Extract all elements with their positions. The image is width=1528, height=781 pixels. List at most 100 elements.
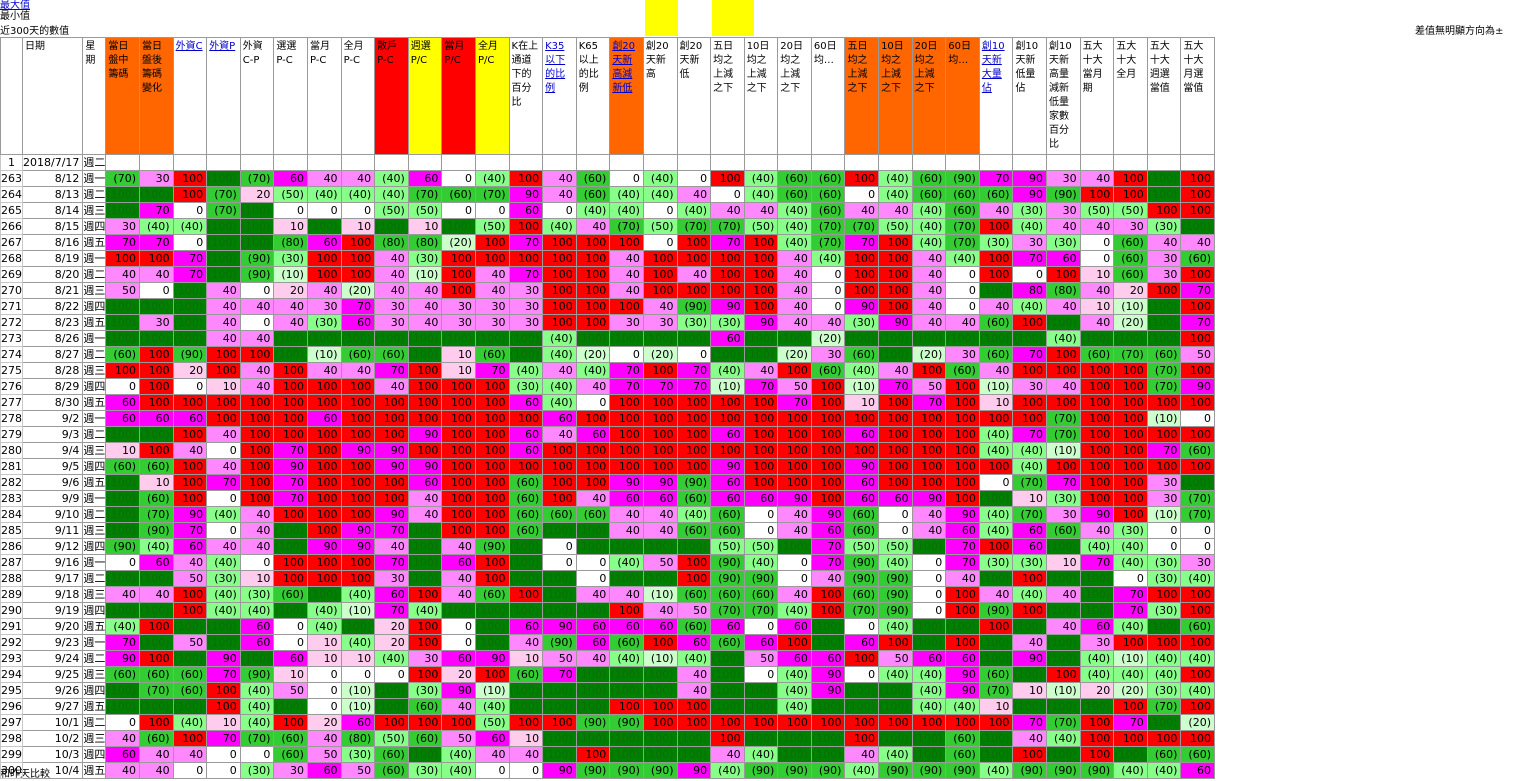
value-cell[interactable]: 70: [1012, 250, 1048, 267]
row-number[interactable]: 270: [0, 282, 23, 299]
value-cell[interactable]: (70): [139, 682, 174, 699]
value-cell[interactable]: 70: [508, 234, 544, 251]
row-number[interactable]: 299: [0, 746, 23, 763]
value-cell[interactable]: 40: [340, 170, 376, 187]
value-cell[interactable]: 100: [878, 250, 913, 267]
value-cell[interactable]: (90): [1046, 186, 1081, 203]
value-cell[interactable]: 0: [1079, 234, 1115, 251]
value-cell[interactable]: 40: [642, 602, 678, 619]
value-cell[interactable]: (70): [206, 186, 241, 203]
value-cell[interactable]: 30: [945, 346, 980, 363]
value-cell[interactable]: (100): [105, 298, 140, 315]
value-cell[interactable]: (100): [542, 522, 577, 539]
value-cell[interactable]: 100: [340, 426, 376, 443]
value-cell[interactable]: 100: [1180, 698, 1215, 715]
date-cell[interactable]: 9/25: [21, 666, 84, 683]
value-cell[interactable]: 40: [609, 522, 644, 539]
value-cell[interactable]: (100): [273, 602, 308, 619]
value-cell[interactable]: (40): [239, 682, 275, 699]
value-cell[interactable]: 100: [1180, 330, 1215, 347]
value-cell[interactable]: (50): [273, 186, 308, 203]
value-cell[interactable]: (40): [374, 186, 409, 203]
value-cell[interactable]: [810, 154, 846, 171]
date-cell[interactable]: 8/28: [21, 362, 84, 379]
value-cell[interactable]: (100): [1012, 698, 1048, 715]
value-cell[interactable]: (100): [508, 330, 544, 347]
value-cell[interactable]: 100: [542, 714, 577, 731]
value-cell[interactable]: 90: [441, 682, 476, 699]
value-cell[interactable]: 10: [844, 394, 880, 411]
value-cell[interactable]: 100: [1146, 394, 1182, 411]
value-cell[interactable]: 40: [542, 426, 577, 443]
value-cell[interactable]: 100: [810, 426, 846, 443]
value-cell[interactable]: 90: [1012, 170, 1048, 187]
date-cell[interactable]: 9/27: [21, 698, 84, 715]
value-cell[interactable]: 100: [1012, 314, 1048, 331]
value-cell[interactable]: 0: [575, 394, 611, 411]
value-cell[interactable]: 70: [710, 234, 745, 251]
value-cell[interactable]: 40: [743, 202, 779, 219]
value-cell[interactable]: 60: [575, 426, 611, 443]
value-cell[interactable]: (60): [474, 586, 510, 603]
value-cell[interactable]: 100: [1079, 714, 1115, 731]
value-cell[interactable]: 0: [1180, 538, 1215, 555]
row-number[interactable]: 272: [0, 314, 23, 331]
value-cell[interactable]: (50): [878, 218, 913, 235]
value-cell[interactable]: 100: [273, 394, 308, 411]
value-cell[interactable]: 70: [374, 522, 409, 539]
value-cell[interactable]: (100): [139, 698, 174, 715]
date-cell[interactable]: 9/4: [21, 442, 84, 459]
value-cell[interactable]: (100): [743, 682, 779, 699]
value-cell[interactable]: [878, 154, 913, 171]
value-cell[interactable]: (40): [743, 746, 779, 763]
value-cell[interactable]: 50: [306, 746, 342, 763]
value-cell[interactable]: 100: [1079, 474, 1115, 491]
value-cell[interactable]: 100: [441, 490, 476, 507]
value-cell[interactable]: 100: [441, 266, 476, 283]
value-cell[interactable]: (70): [743, 602, 779, 619]
value-cell[interactable]: 0: [878, 522, 913, 539]
value-cell[interactable]: 70: [1113, 714, 1148, 731]
value-cell[interactable]: 100: [878, 634, 913, 651]
value-cell[interactable]: (100): [542, 586, 577, 603]
value-cell[interactable]: (100): [810, 618, 846, 635]
value-cell[interactable]: 60: [105, 746, 140, 763]
value-cell[interactable]: (100): [777, 746, 812, 763]
value-cell[interactable]: (100): [1079, 330, 1115, 347]
date-cell[interactable]: 8/14: [21, 202, 84, 219]
value-cell[interactable]: (40): [978, 506, 1014, 523]
value-cell[interactable]: 20: [441, 666, 476, 683]
value-cell[interactable]: (40): [743, 554, 779, 571]
row-number[interactable]: 273: [0, 330, 23, 347]
column-header[interactable]: 外資C-P: [239, 37, 275, 155]
value-cell[interactable]: (40): [441, 762, 476, 779]
value-cell[interactable]: (30): [676, 314, 712, 331]
value-cell[interactable]: 40: [407, 490, 443, 507]
value-cell[interactable]: 100: [575, 234, 611, 251]
value-cell[interactable]: 100: [306, 522, 342, 539]
value-cell[interactable]: 30: [1012, 234, 1048, 251]
column-header[interactable]: 週選P/C: [407, 37, 443, 155]
value-cell[interactable]: (100): [642, 538, 678, 555]
value-cell[interactable]: 70: [508, 266, 544, 283]
value-cell[interactable]: 100: [844, 442, 880, 459]
value-cell[interactable]: 40: [340, 362, 376, 379]
value-cell[interactable]: 100: [172, 586, 208, 603]
value-cell[interactable]: 90: [844, 298, 880, 315]
value-cell[interactable]: 50: [273, 682, 308, 699]
value-cell[interactable]: 100: [945, 378, 980, 395]
value-cell[interactable]: (40): [1012, 298, 1048, 315]
value-cell[interactable]: (60): [1146, 346, 1182, 363]
value-cell[interactable]: 60: [139, 410, 174, 427]
value-cell[interactable]: 100: [810, 458, 846, 475]
column-header[interactable]: 創10天新低量佔: [1012, 37, 1048, 155]
value-cell[interactable]: (40): [978, 426, 1014, 443]
value-cell[interactable]: 100: [945, 586, 980, 603]
value-cell[interactable]: (50): [844, 538, 880, 555]
value-cell[interactable]: (100): [978, 490, 1014, 507]
value-cell[interactable]: 50: [676, 602, 712, 619]
value-cell[interactable]: (20): [1113, 682, 1148, 699]
value-cell[interactable]: 40: [777, 586, 812, 603]
value-cell[interactable]: 70: [676, 378, 712, 395]
value-cell[interactable]: [441, 154, 476, 171]
